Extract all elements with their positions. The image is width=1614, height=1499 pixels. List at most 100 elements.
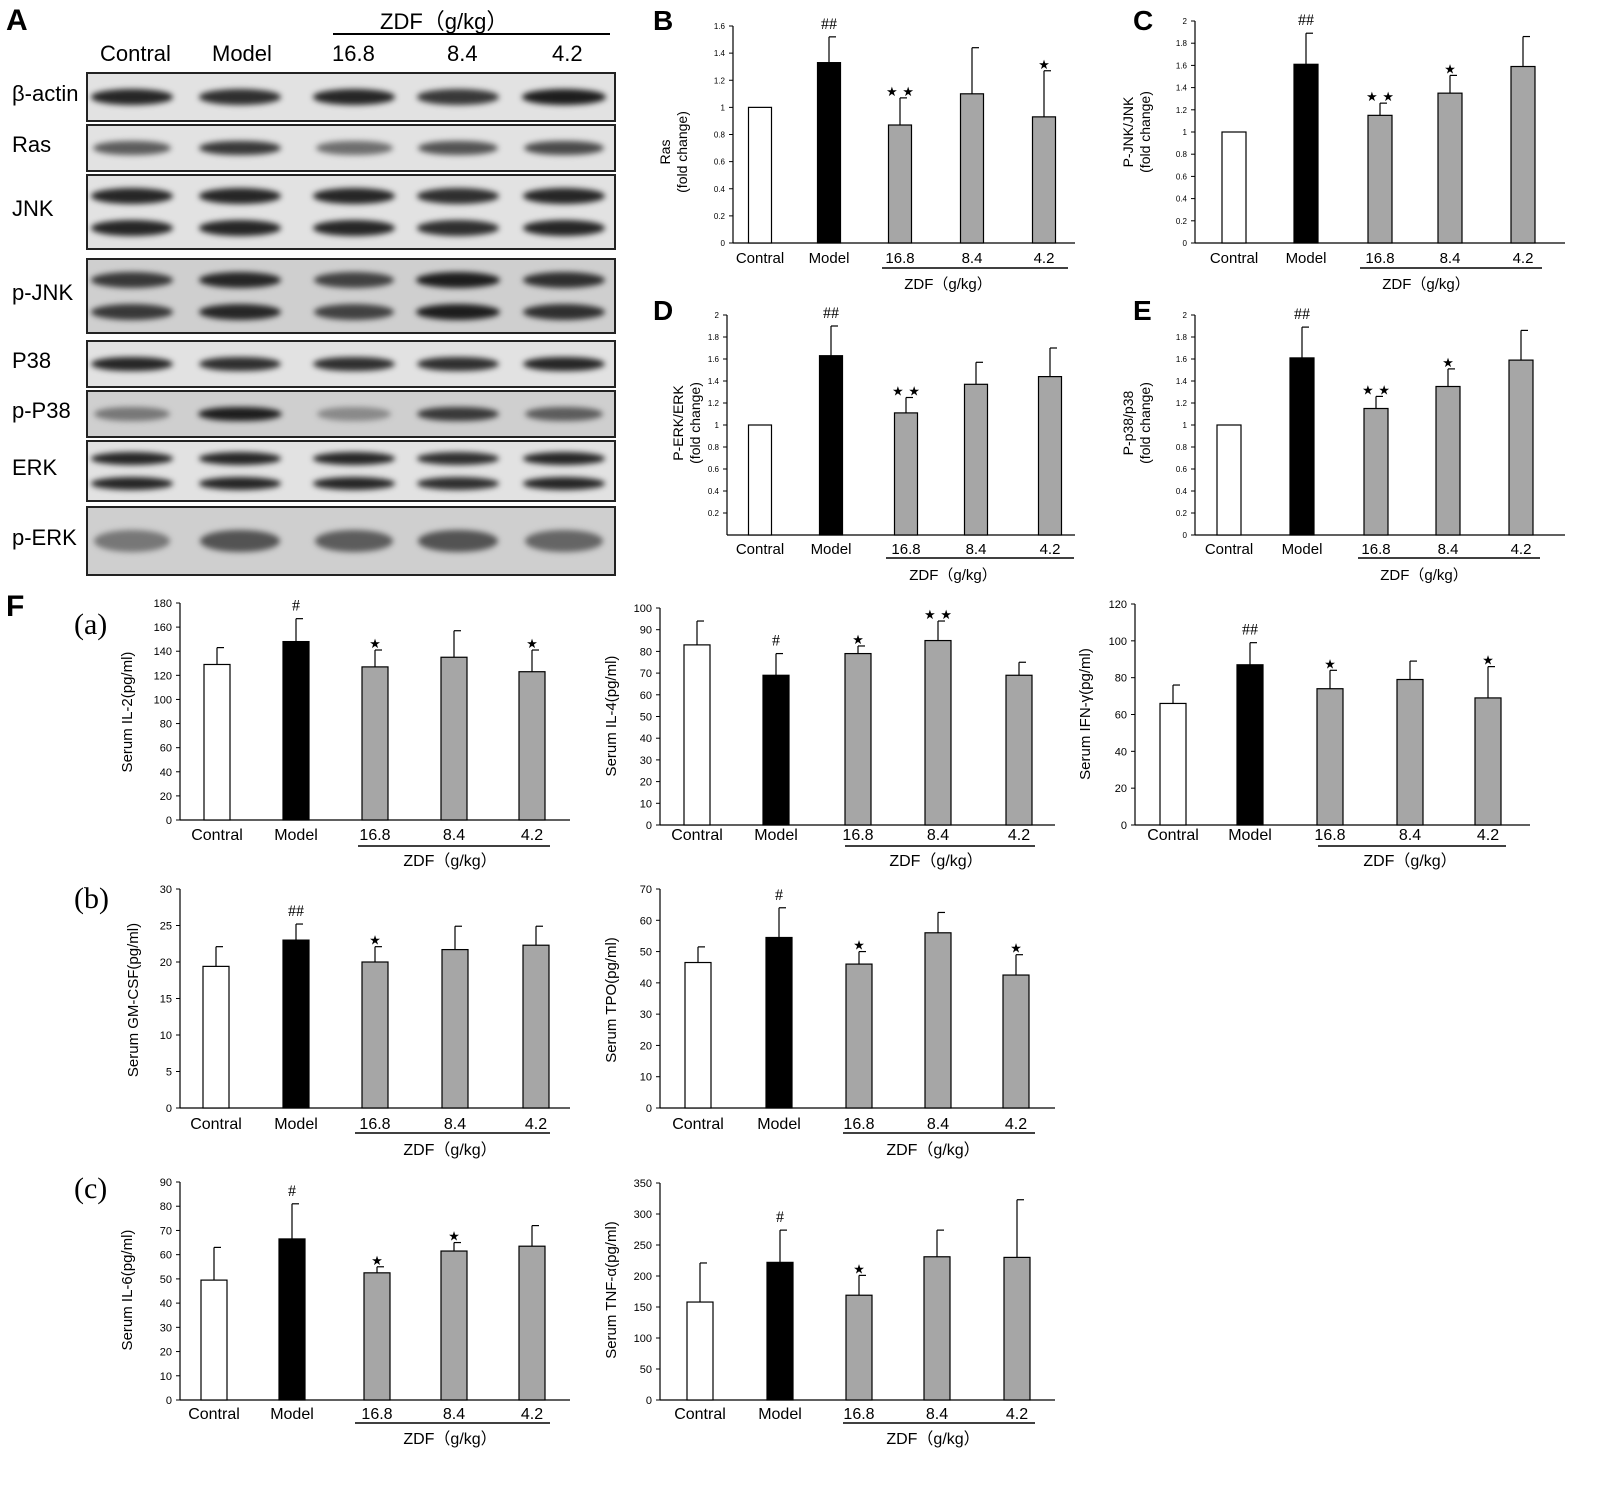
category-label: Model <box>274 1116 318 1133</box>
y-tick-label: 0.4 <box>1176 487 1188 496</box>
wb-header-4-2: 4.2 <box>552 41 583 66</box>
bar <box>278 1238 306 1401</box>
y-tick-label: 40 <box>640 978 652 990</box>
category-label: 16.8 <box>1314 827 1345 844</box>
wb-band <box>198 406 282 422</box>
y-tick-label: 0.8 <box>714 131 726 140</box>
y-tick-label: 1.8 <box>708 333 720 342</box>
category-label: Contral <box>190 1116 242 1133</box>
wb-band <box>522 451 606 465</box>
category-label: 16.8 <box>361 1406 392 1423</box>
bar <box>747 106 773 244</box>
y-tick-label: 0 <box>646 1103 652 1115</box>
significance-marker: ⋆ <box>1008 934 1024 964</box>
wb-band <box>522 89 606 105</box>
bar <box>200 1279 228 1401</box>
y-tick-label: 1.2 <box>1176 399 1188 408</box>
panel-letter: E <box>1133 295 1152 326</box>
category-label: Contral <box>674 1406 726 1423</box>
wb-band <box>90 451 174 465</box>
bar <box>923 1256 951 1401</box>
y-axis-label: (fold change) <box>674 111 690 193</box>
wb-band <box>199 89 281 105</box>
category-label: 4.2 <box>1034 250 1055 267</box>
y-tick-label: 0.6 <box>1176 172 1188 181</box>
bar <box>963 383 989 536</box>
bar <box>959 93 985 244</box>
y-tick-label: 0.8 <box>708 443 720 452</box>
bar <box>924 639 952 826</box>
wb-band <box>523 272 605 289</box>
bar <box>924 932 952 1109</box>
y-tick-label: 0.4 <box>708 487 720 496</box>
y-tick-label: 1.4 <box>714 49 726 58</box>
category-label: Contral <box>1210 250 1258 267</box>
zdf-group-label: ZDF（g/kg） <box>1363 852 1456 870</box>
category-label: 8.4 <box>926 1406 948 1423</box>
wb-band <box>313 356 395 372</box>
wb-band <box>198 451 282 465</box>
wb-band <box>93 406 171 422</box>
bar <box>1367 114 1393 244</box>
y-tick-label: 1 <box>1183 128 1188 137</box>
y-tick-label: 0.4 <box>714 185 726 194</box>
wb-row-label: β-actin <box>12 81 79 106</box>
y-tick-label: 0 <box>646 1395 652 1407</box>
category-label: 8.4 <box>927 827 949 844</box>
y-axis-label: Serum IL-2(pg/ml) <box>119 652 136 773</box>
zdf-group-label: ZDF（g/kg） <box>403 1430 496 1448</box>
category-label: Contral <box>1147 827 1199 844</box>
bar <box>1363 407 1389 536</box>
significance-marker: ## <box>288 903 304 920</box>
y-tick-label: 1.8 <box>1176 39 1188 48</box>
wb-blot-strip <box>86 258 616 334</box>
y-tick-label: 100 <box>1109 636 1127 648</box>
y-tick-label: 0.6 <box>714 158 726 167</box>
y-tick-label: 150 <box>634 1302 652 1314</box>
y-tick-label: 30 <box>640 755 652 767</box>
category-label: Contral <box>188 1406 240 1423</box>
significance-marker: ## <box>821 16 837 33</box>
category-label: 4.2 <box>1513 250 1534 267</box>
category-label: 16.8 <box>885 250 914 267</box>
wb-row-label: ERK <box>12 455 58 480</box>
wb-band <box>416 303 500 320</box>
sublabel-c: (c) <box>74 1172 108 1205</box>
y-tick-label: 200 <box>634 1271 652 1283</box>
bar <box>887 124 913 244</box>
wb-band <box>522 219 606 236</box>
zdf-group-label: ZDF（g/kg） <box>904 276 992 293</box>
y-tick-label: 60 <box>160 1250 172 1262</box>
category-label: 16.8 <box>842 827 873 844</box>
bar <box>1005 674 1033 826</box>
y-tick-label: 160 <box>154 622 172 634</box>
significance-marker: ⋆ <box>369 1246 385 1276</box>
wb-band <box>418 529 498 553</box>
y-tick-label: 100 <box>634 1333 652 1345</box>
y-tick-label: 0 <box>166 1395 172 1407</box>
y-tick-label: 25 <box>160 921 172 933</box>
bar <box>893 412 919 536</box>
significance-marker: # <box>292 598 300 615</box>
category-label: 16.8 <box>1365 250 1394 267</box>
significance-marker: # <box>775 887 783 904</box>
category-label: Model <box>758 1406 802 1423</box>
y-tick-label: 90 <box>160 1177 172 1189</box>
wb-band <box>417 89 499 105</box>
y-tick-label: 80 <box>1115 673 1127 685</box>
bar <box>844 652 872 826</box>
y-axis-label: P-JNK/JNK <box>1120 96 1136 167</box>
wb-row-label: p-P38 <box>12 398 71 423</box>
significance-marker: ⋆⋆ <box>890 377 923 407</box>
significance-marker: ⋆⋆ <box>922 600 955 630</box>
wb-header-contral: Contral <box>100 41 171 66</box>
y-tick-label: 10 <box>640 1072 652 1084</box>
y-tick-label: 0 <box>1183 531 1188 540</box>
y-tick-label: 10 <box>160 1371 172 1383</box>
category-label: 8.4 <box>443 827 465 844</box>
wb-blot-strip <box>86 340 616 388</box>
category-label: 4.2 <box>1040 541 1061 558</box>
y-tick-label: 60 <box>160 743 172 755</box>
wb-row-label: JNK <box>12 196 54 221</box>
wb-band <box>198 272 282 289</box>
